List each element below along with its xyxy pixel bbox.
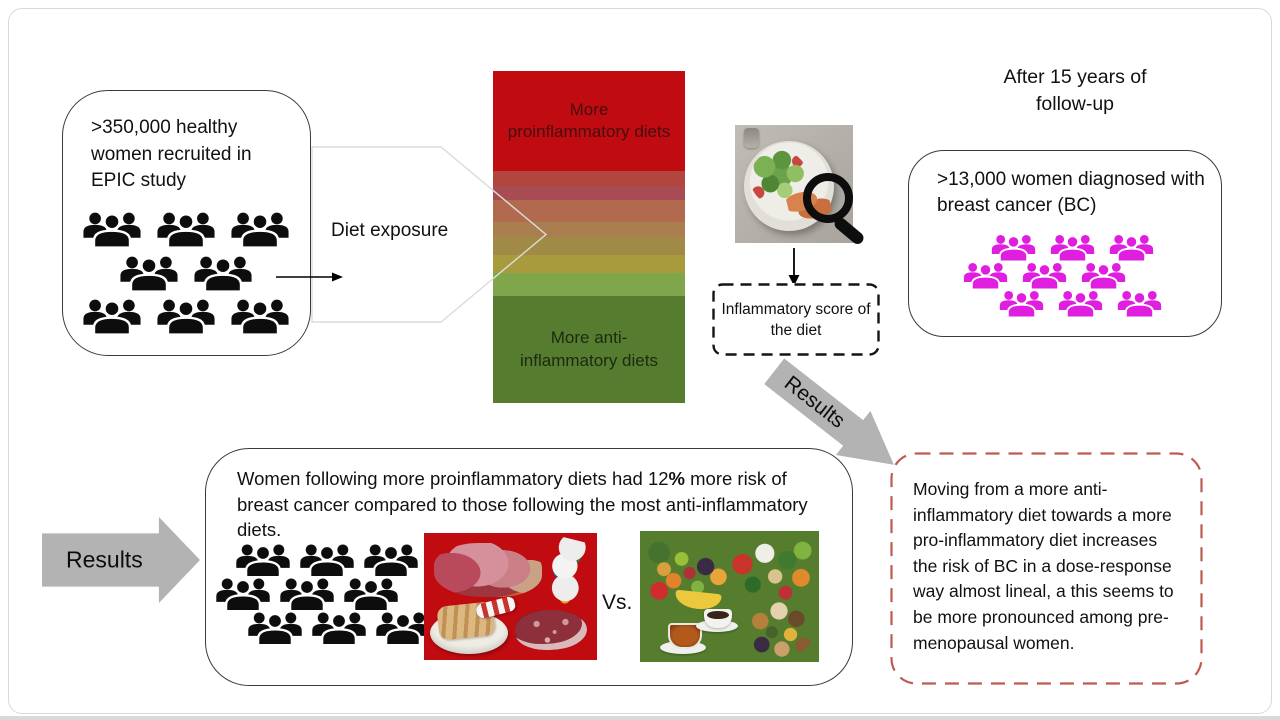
coffee-cup-illustration	[704, 609, 732, 628]
conclusion-dash-rect	[890, 452, 1203, 685]
gradient-band	[493, 222, 685, 237]
candy-bar-illustration	[474, 595, 518, 620]
gradient-segment-proinflammatory: More proinflammatory diets	[493, 71, 685, 171]
people-group-icon	[82, 211, 142, 249]
icon-row	[211, 576, 403, 613]
recruited-women-icons	[66, 210, 306, 336]
people-group-icon	[235, 543, 291, 579]
compared-women-icons	[211, 542, 431, 647]
people-group-icon	[119, 254, 179, 292]
results-arrow-right: Results	[42, 517, 200, 603]
people-group-icon	[215, 577, 271, 613]
icon-row	[243, 610, 435, 647]
diet-exposure-label: Diet exposure	[331, 220, 449, 241]
antiinflammatory-label: More anti-inflammatory diets	[520, 328, 658, 370]
fried-food-illustration	[430, 595, 518, 654]
score-box-dash-border	[712, 283, 880, 356]
people-group-icon	[998, 290, 1044, 319]
gradient-band	[493, 186, 685, 200]
gradient-band	[493, 255, 685, 273]
inflammation-gradient-bar: More proinflammatory diets More anti-inf…	[493, 71, 685, 403]
inflammatory-score-text: Inflammatory score of the diet	[721, 300, 871, 339]
icon-row	[75, 297, 297, 336]
proinflammatory-foods-image	[424, 533, 597, 660]
icon-row	[75, 210, 297, 249]
followup-heading: After 15 years of follow-up	[1003, 66, 1147, 115]
gradient-segment-antiinflammatory: More anti-inflammatory diets	[493, 296, 685, 403]
tea-cup-illustration	[668, 623, 702, 649]
icon-row	[112, 254, 260, 292]
people-group-icon	[363, 543, 419, 579]
findings-text-bold: %	[668, 468, 685, 489]
inflammatory-score-box: Inflammatory score of the diet	[712, 283, 880, 356]
diet-exposure-chevron	[311, 146, 548, 323]
people-group-icon	[230, 211, 290, 249]
vs-label: Vs.	[602, 591, 633, 614]
icon-row	[231, 542, 423, 579]
magnifying-glass-icon	[803, 173, 853, 223]
sweets-illustration	[537, 534, 597, 610]
conclusion-box: Moving from a more anti-inflammatory die…	[890, 452, 1203, 685]
gradient-band	[493, 273, 685, 296]
findings-text-before: Women following more proinflammatory die…	[237, 468, 669, 489]
people-group-icon	[1116, 290, 1162, 319]
people-group-icon	[1049, 234, 1095, 263]
gradient-band	[493, 200, 685, 222]
people-group-icon	[156, 211, 216, 249]
processed-meats-illustration	[434, 543, 542, 597]
people-group-icon	[1057, 290, 1103, 319]
page-bottom-strip	[0, 716, 1280, 720]
breast-cancer-text: >13,000 women diagnosed with breast canc…	[937, 169, 1205, 216]
people-group-icon	[82, 298, 142, 336]
down-arrow-icon	[788, 248, 800, 286]
fruits-illustration	[648, 541, 728, 605]
people-group-icon	[230, 298, 290, 336]
people-group-icon	[990, 234, 1036, 263]
icon-row	[956, 261, 1133, 291]
proinflammatory-label: More proinflammatory diets	[507, 99, 671, 142]
legumes-illustration	[743, 602, 815, 658]
people-group-icon	[962, 262, 1008, 291]
people-group-icon	[299, 543, 355, 579]
vegetables-illustration	[727, 537, 813, 605]
people-group-icon	[279, 577, 335, 613]
people-group-icon	[1021, 262, 1067, 291]
diagnosed-women-icons	[915, 233, 1213, 319]
conclusion-dash-border	[890, 452, 1203, 685]
people-group-icon	[311, 611, 367, 647]
icon-row	[992, 289, 1169, 319]
findings-text: Women following more proinflammatory die…	[237, 466, 829, 543]
flow-arrow-icon	[276, 272, 343, 282]
people-group-icon	[1080, 262, 1126, 291]
people-group-icon	[193, 254, 253, 292]
people-group-icon	[156, 298, 216, 336]
score-dash-rect	[712, 283, 880, 356]
gradient-band	[493, 237, 685, 255]
epic-recruitment-text: >350,000 healthy women recruited in EPIC…	[91, 117, 252, 191]
tea-coffee-illustration	[660, 608, 740, 656]
diet-plate-photo	[735, 125, 866, 247]
people-group-icon	[343, 577, 399, 613]
icon-row	[984, 233, 1161, 263]
antiinflammatory-foods-image	[640, 531, 819, 662]
people-group-icon	[247, 611, 303, 647]
gradient-bands	[493, 171, 685, 296]
results-label: Results	[66, 546, 143, 573]
gradient-band	[493, 171, 685, 186]
pepper-shaker-illustration	[744, 128, 759, 148]
findings-text-after: more risk of breast cancer compared to t…	[237, 468, 808, 540]
people-group-icon	[1108, 234, 1154, 263]
steak-illustration	[515, 610, 587, 650]
conclusion-text: Moving from a more anti-inflammatory die…	[913, 479, 1174, 653]
